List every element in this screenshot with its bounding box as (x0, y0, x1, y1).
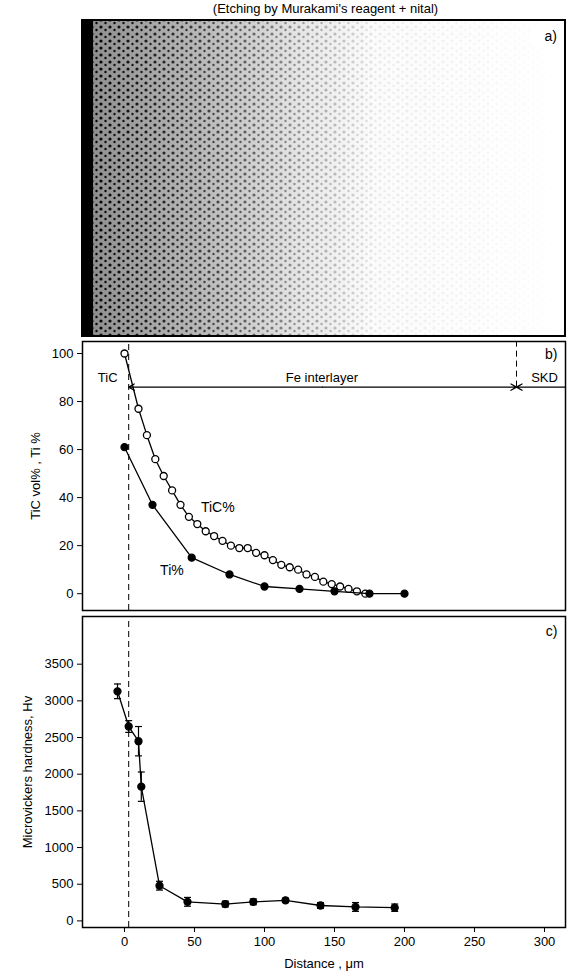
html-text:(Etching by Murakami's reagent: (Etching by Murakami's reagent + nital) (212, 1, 439, 16)
svg-text:2000: 2000 (45, 766, 74, 781)
svg-text:50: 50 (187, 934, 201, 949)
svg-text:1500: 1500 (45, 803, 74, 818)
svg-text:Distance , μm: Distance , μm (284, 956, 364, 971)
svg-text:150: 150 (324, 934, 346, 949)
svg-text:0: 0 (66, 586, 73, 601)
svg-text:3000: 3000 (45, 693, 74, 708)
svg-text:200: 200 (394, 934, 416, 949)
svg-text:250: 250 (464, 934, 486, 949)
svg-text:40: 40 (59, 490, 73, 505)
svg-text:TiC: TiC (98, 370, 118, 385)
svg-text:c): c) (546, 623, 558, 639)
svg-text:b): b) (545, 346, 557, 362)
svg-text:Fe interlayer: Fe interlayer (286, 370, 359, 385)
svg-text:300: 300 (534, 934, 556, 949)
svg-text:TiC vol% , Ti %: TiC vol% , Ti % (28, 432, 43, 520)
svg-text:Ti%: Ti% (160, 562, 184, 578)
svg-text:500: 500 (52, 876, 74, 891)
svg-text:TiC%: TiC% (201, 499, 235, 515)
svg-text:100: 100 (254, 934, 276, 949)
svg-text:2500: 2500 (45, 730, 74, 745)
svg-text:a): a) (545, 28, 557, 44)
svg-text:80: 80 (59, 394, 73, 409)
svg-text:20: 20 (59, 538, 73, 553)
svg-text:1000: 1000 (45, 840, 74, 855)
svg-text:SKD: SKD (531, 370, 558, 385)
svg-text:Microvickers hardness, Hv: Microvickers hardness, Hv (20, 695, 35, 848)
svg-text:0: 0 (66, 913, 73, 928)
svg-text:100: 100 (52, 346, 74, 361)
svg-text:3500: 3500 (45, 656, 74, 671)
svg-text:60: 60 (59, 442, 73, 457)
svg-text:0: 0 (121, 934, 128, 949)
